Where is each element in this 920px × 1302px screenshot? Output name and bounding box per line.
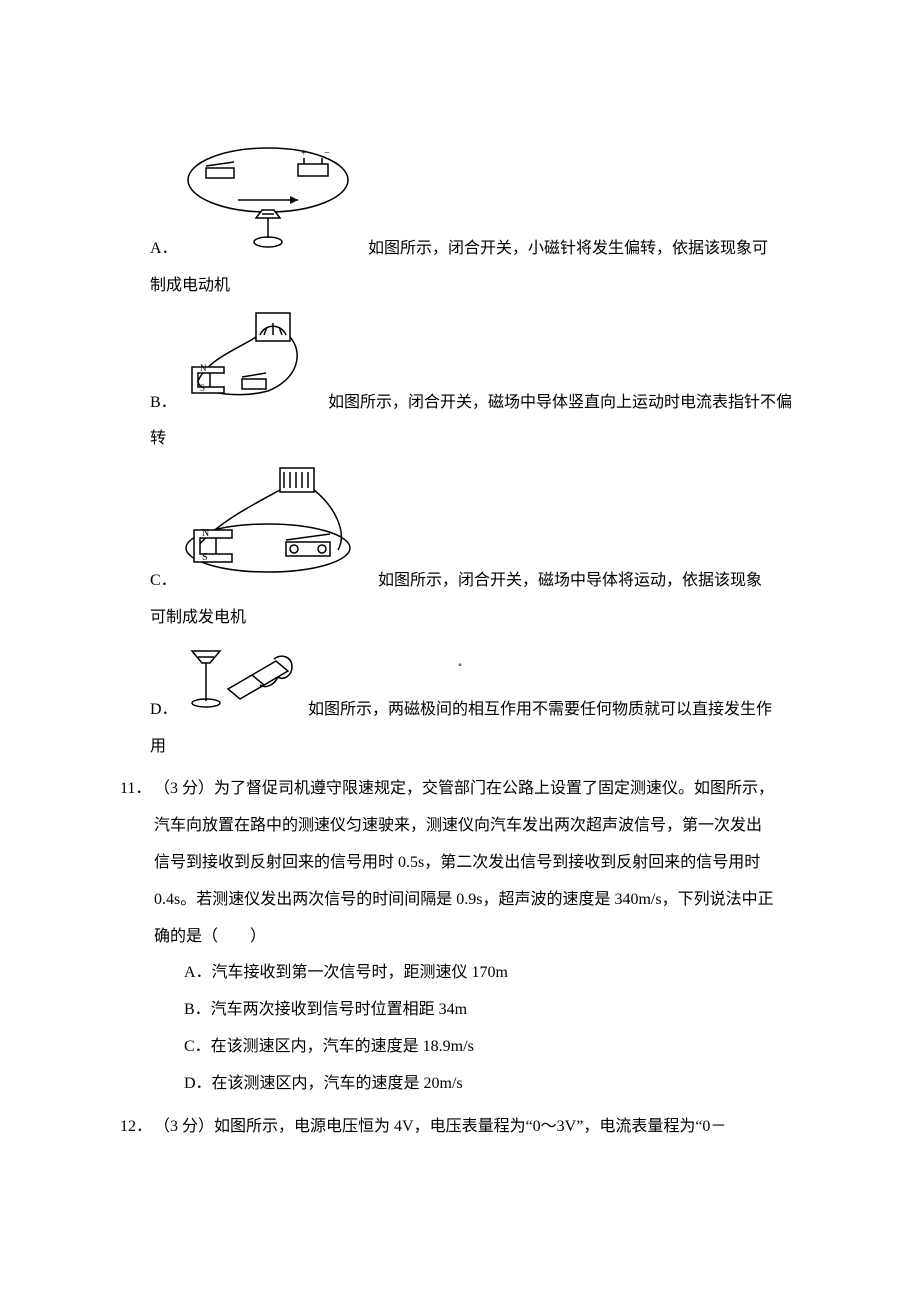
- galvanometer-magnet-diagram: N S: [178, 309, 318, 419]
- option-d-continuation: 用: [150, 729, 800, 766]
- q11-line2: 汽车向放置在路中的测速仪匀速驶来，测速仪向汽车发出两次超声波信号，第一次发出: [154, 808, 800, 845]
- center-mark: ▪: [458, 654, 462, 677]
- question-11: 11． （3 分）为了督促司机遵守限速规定，交管部门在公路上设置了固定测速仪。如…: [120, 771, 800, 808]
- option-b: B． N S: [150, 309, 800, 459]
- svg-text:N: N: [200, 363, 207, 373]
- option-a-svg: + −: [178, 120, 358, 250]
- option-d-text: 如图所示，两磁极间的相互作用不需要任何物质就可以直接发生作: [308, 692, 772, 729]
- option-b-svg: N S: [178, 309, 318, 404]
- option-c-svg: N S: [178, 462, 368, 582]
- q11-line1-rest: 为了督促司机遵守限速规定，交管部门在公路上设置了固定测速仪。如图所示，: [214, 780, 774, 797]
- option-c-text: 如图所示，闭合开关，磁场中导体将运动，依据该现象: [378, 563, 762, 600]
- option-c: C． N S: [150, 462, 800, 637]
- q11-number: 11．: [120, 771, 154, 808]
- option-b-text: 如图所示，闭合开关，磁场中导体竖直向上运动时电流表指针不偏: [328, 385, 792, 422]
- option-d-letter: D．: [150, 692, 178, 729]
- svg-text:N: N: [202, 528, 209, 539]
- option-d-svg: [178, 641, 298, 711]
- q12-line1-rest: 如图所示，电源电压恒为 4V，电压表量程为“0～3V”，电流表量程为“0－: [214, 1118, 726, 1135]
- circuit-compass-diagram: + −: [178, 120, 358, 265]
- svg-text:S: S: [200, 383, 205, 393]
- option-c-line: C． N S: [150, 462, 800, 600]
- q11-option-c: C．在该测速区内，汽车的速度是 18.9m/s: [184, 1029, 800, 1066]
- question-12: 12． （3 分）如图所示，电源电压恒为 4V，电压表量程为“0～3V”，电流表…: [120, 1109, 800, 1146]
- option-d-line: D． 如图所示，两磁极间的相互作用不需要任何物质就可以直接发生作: [150, 641, 800, 729]
- svg-text:+: +: [301, 148, 307, 159]
- option-c-letter: C．: [150, 563, 178, 600]
- option-a-line: A． + −: [150, 120, 800, 268]
- battery-magnet-circuit-diagram: N S: [178, 462, 368, 597]
- q11-option-a: A．汽车接收到第一次信号时，距测速仪 170m: [184, 955, 800, 992]
- option-b-line: B． N S: [150, 309, 800, 422]
- option-a-text: 如图所示，闭合开关，小磁针将发生偏转，依据该现象可: [368, 231, 768, 268]
- q11-points: （3 分）: [154, 780, 214, 797]
- q11-line1: （3 分）为了督促司机遵守限速规定，交管部门在公路上设置了固定测速仪。如图所示，: [154, 771, 800, 808]
- q11-line4: 0.4s。若测速仪发出两次信号的时间间隔是 0.9s，超声波的速度是 340m/…: [154, 882, 800, 919]
- option-b-letter: B．: [150, 385, 178, 422]
- option-a-letter: A．: [150, 231, 178, 268]
- q12-line1: （3 分）如图所示，电源电压恒为 4V，电压表量程为“0～3V”，电流表量程为“…: [154, 1109, 800, 1146]
- option-d: D． 如图所示，两磁极间的相互作用不需要任何物质就可以直接发生作: [150, 641, 800, 766]
- option-a-continuation: 制成电动机: [150, 268, 800, 305]
- option-c-continuation: 可制成发电机: [150, 600, 800, 637]
- q11-line5: 确的是（ ）: [154, 919, 800, 956]
- option-b-continuation: 转: [150, 421, 800, 458]
- svg-text:−: −: [324, 148, 330, 159]
- option-a: A． + −: [150, 120, 800, 305]
- q11-option-d: D．在该测速区内，汽车的速度是 20m/s: [184, 1066, 800, 1103]
- exam-page: A． + −: [0, 0, 920, 1302]
- q11-option-b: B．汽车两次接收到信号时位置相距 34m: [184, 992, 800, 1029]
- q11-line3: 信号到接收到反射回来的信号用时 0.5s，第二次发出信号到接收到反射回来的信号用…: [154, 845, 800, 882]
- svg-text:S: S: [202, 552, 208, 563]
- q12-number: 12．: [120, 1109, 154, 1146]
- magnet-interaction-diagram: [178, 641, 298, 726]
- q12-points: （3 分）: [154, 1118, 214, 1135]
